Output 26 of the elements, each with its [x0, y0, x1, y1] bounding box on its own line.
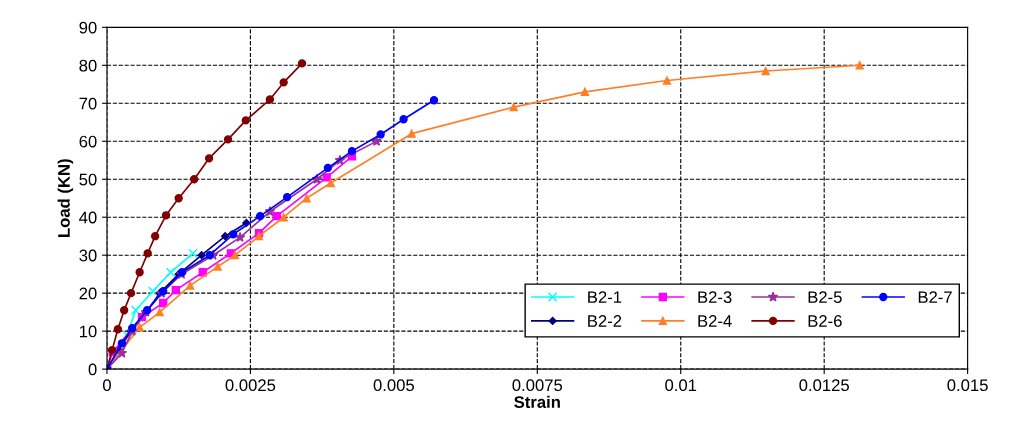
- y-tick-label: 80: [79, 59, 97, 72]
- legend-label: B2-3: [698, 291, 732, 304]
- y-tick-label: 60: [79, 135, 97, 148]
- x-tick-label: 0.015: [947, 379, 988, 392]
- y-tick-label: 40: [79, 211, 97, 224]
- legend-label: B2-5: [808, 291, 842, 304]
- x-tick-label: 0.0125: [799, 379, 849, 392]
- x-tick-label: 0: [102, 379, 111, 392]
- x-tick-label: 0.0075: [512, 379, 563, 392]
- legend-label: B2-4: [698, 315, 732, 327]
- x-axis-title: Strain: [514, 395, 560, 409]
- y-tick-label: 20: [79, 287, 97, 300]
- x-tick-label: 0.005: [373, 379, 414, 392]
- y-tick-label: 90: [79, 21, 97, 34]
- y-tick-label: 30: [79, 249, 97, 262]
- y-tick-label: 70: [79, 97, 97, 110]
- legend-label: B2-6: [808, 315, 842, 327]
- y-tick-label: 50: [79, 173, 97, 186]
- legend-label: B2-2: [588, 315, 622, 327]
- y-tick-label: 10: [79, 325, 97, 338]
- x-tick-label: 0.01: [665, 379, 697, 392]
- y-axis-title: Load (KN): [57, 159, 74, 237]
- y-tick-label: 0: [88, 363, 97, 376]
- legend-label: B2-1: [588, 291, 622, 303]
- legend-label: B2-7: [918, 291, 952, 303]
- x-tick-label: 0.0025: [225, 379, 276, 392]
